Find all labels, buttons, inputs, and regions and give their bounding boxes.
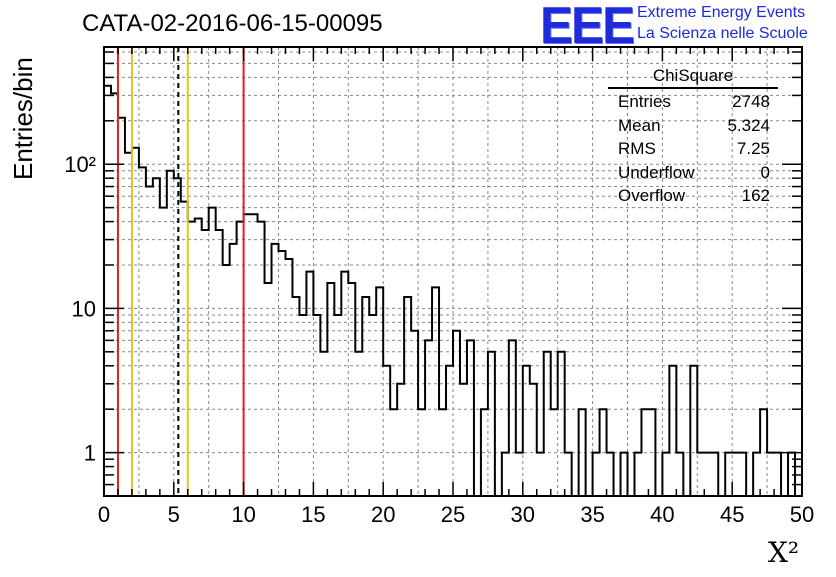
stats-value: 0	[760, 162, 770, 182]
stats-row-underflow: Underflow 0	[608, 161, 778, 185]
stats-value: 162	[741, 186, 770, 205]
x-axis-label: X²	[768, 536, 800, 569]
stats-row-overflow: Overflow 162	[608, 184, 778, 208]
x-tick-label: 10	[231, 502, 255, 527]
x-tick-label: 25	[441, 502, 465, 527]
histogram-series	[104, 84, 802, 497]
x-tick-label: 45	[720, 502, 744, 527]
x-tick-label: 20	[371, 502, 395, 527]
logo-subtitle-line1: Extreme Energy Events	[637, 4, 806, 21]
stats-label: RMS	[618, 139, 656, 158]
eee-logo-mark: EEE	[540, 0, 635, 55]
logo-subtitle-line2: La Scienza nelle Scuole	[637, 25, 808, 42]
y-tick-label: 1	[84, 441, 96, 466]
x-tick-label: 30	[511, 502, 535, 527]
stats-box: ChiSquare Entries 2748 Mean 5.324 RMS 7.…	[608, 66, 778, 208]
x-tick-label: 0	[98, 502, 110, 527]
x-tick-label: 5	[168, 502, 180, 527]
x-tick-label: 15	[301, 502, 325, 527]
stats-value: 2748	[732, 92, 770, 111]
x-tick-label: 40	[650, 502, 674, 527]
stats-value: 7.25	[736, 139, 770, 158]
chart-title: CATA-02-2016-06-15-00095	[82, 10, 383, 37]
y-tick-label: 10²	[64, 152, 96, 177]
stats-value: 5.324	[727, 115, 770, 135]
stats-label: Entries	[618, 92, 671, 111]
stats-row-rms: RMS 7.25	[608, 137, 778, 161]
stats-box-title: ChiSquare	[608, 66, 778, 89]
x-tick-label: 35	[580, 502, 604, 527]
y-axis-label: Entries/bin	[8, 57, 38, 180]
stats-label: Mean	[618, 115, 661, 135]
stats-row-mean: Mean 5.324	[608, 114, 778, 138]
stats-label: Underflow	[618, 162, 695, 182]
stats-row-entries: Entries 2748	[608, 90, 778, 114]
y-tick-label: 10	[72, 296, 96, 321]
x-tick-label: 50	[790, 502, 814, 527]
stats-label: Overflow	[618, 186, 686, 205]
